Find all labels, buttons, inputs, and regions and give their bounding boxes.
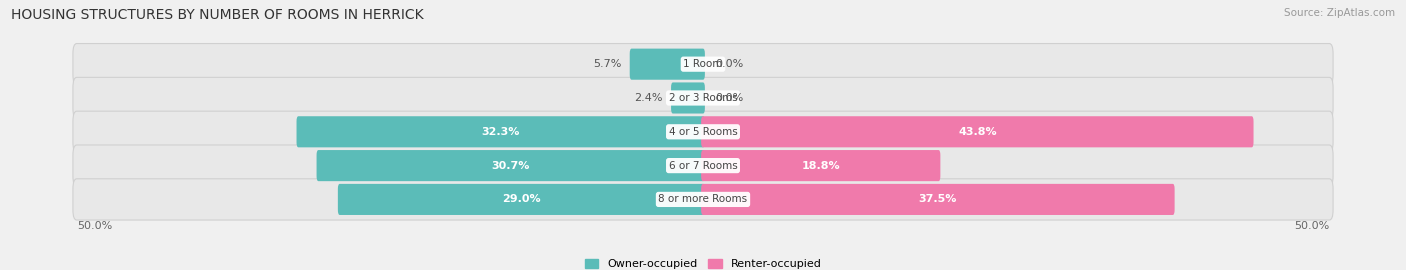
FancyBboxPatch shape: [671, 82, 704, 114]
Text: 4 or 5 Rooms: 4 or 5 Rooms: [669, 127, 737, 137]
Text: 2 or 3 Rooms: 2 or 3 Rooms: [669, 93, 737, 103]
FancyBboxPatch shape: [73, 179, 1333, 220]
Text: 43.8%: 43.8%: [957, 127, 997, 137]
Text: 37.5%: 37.5%: [918, 194, 957, 204]
Text: 30.7%: 30.7%: [492, 161, 530, 171]
FancyBboxPatch shape: [73, 111, 1333, 153]
FancyBboxPatch shape: [297, 116, 704, 147]
FancyBboxPatch shape: [702, 184, 1174, 215]
FancyBboxPatch shape: [337, 184, 704, 215]
Text: 0.0%: 0.0%: [716, 93, 744, 103]
Text: 8 or more Rooms: 8 or more Rooms: [658, 194, 748, 204]
Text: 29.0%: 29.0%: [502, 194, 541, 204]
Text: 2.4%: 2.4%: [634, 93, 662, 103]
Text: 32.3%: 32.3%: [481, 127, 520, 137]
Text: HOUSING STRUCTURES BY NUMBER OF ROOMS IN HERRICK: HOUSING STRUCTURES BY NUMBER OF ROOMS IN…: [11, 8, 423, 22]
Text: Source: ZipAtlas.com: Source: ZipAtlas.com: [1284, 8, 1395, 18]
Text: 6 or 7 Rooms: 6 or 7 Rooms: [669, 161, 737, 171]
Text: 1 Room: 1 Room: [683, 59, 723, 69]
FancyBboxPatch shape: [73, 145, 1333, 186]
FancyBboxPatch shape: [702, 150, 941, 181]
FancyBboxPatch shape: [316, 150, 704, 181]
FancyBboxPatch shape: [73, 43, 1333, 85]
Text: 18.8%: 18.8%: [801, 161, 839, 171]
Legend: Owner-occupied, Renter-occupied: Owner-occupied, Renter-occupied: [581, 255, 825, 270]
FancyBboxPatch shape: [630, 49, 704, 80]
Text: 50.0%: 50.0%: [77, 221, 112, 231]
FancyBboxPatch shape: [702, 116, 1254, 147]
Text: 50.0%: 50.0%: [1294, 221, 1329, 231]
Text: 5.7%: 5.7%: [593, 59, 621, 69]
Text: 0.0%: 0.0%: [716, 59, 744, 69]
FancyBboxPatch shape: [73, 77, 1333, 119]
